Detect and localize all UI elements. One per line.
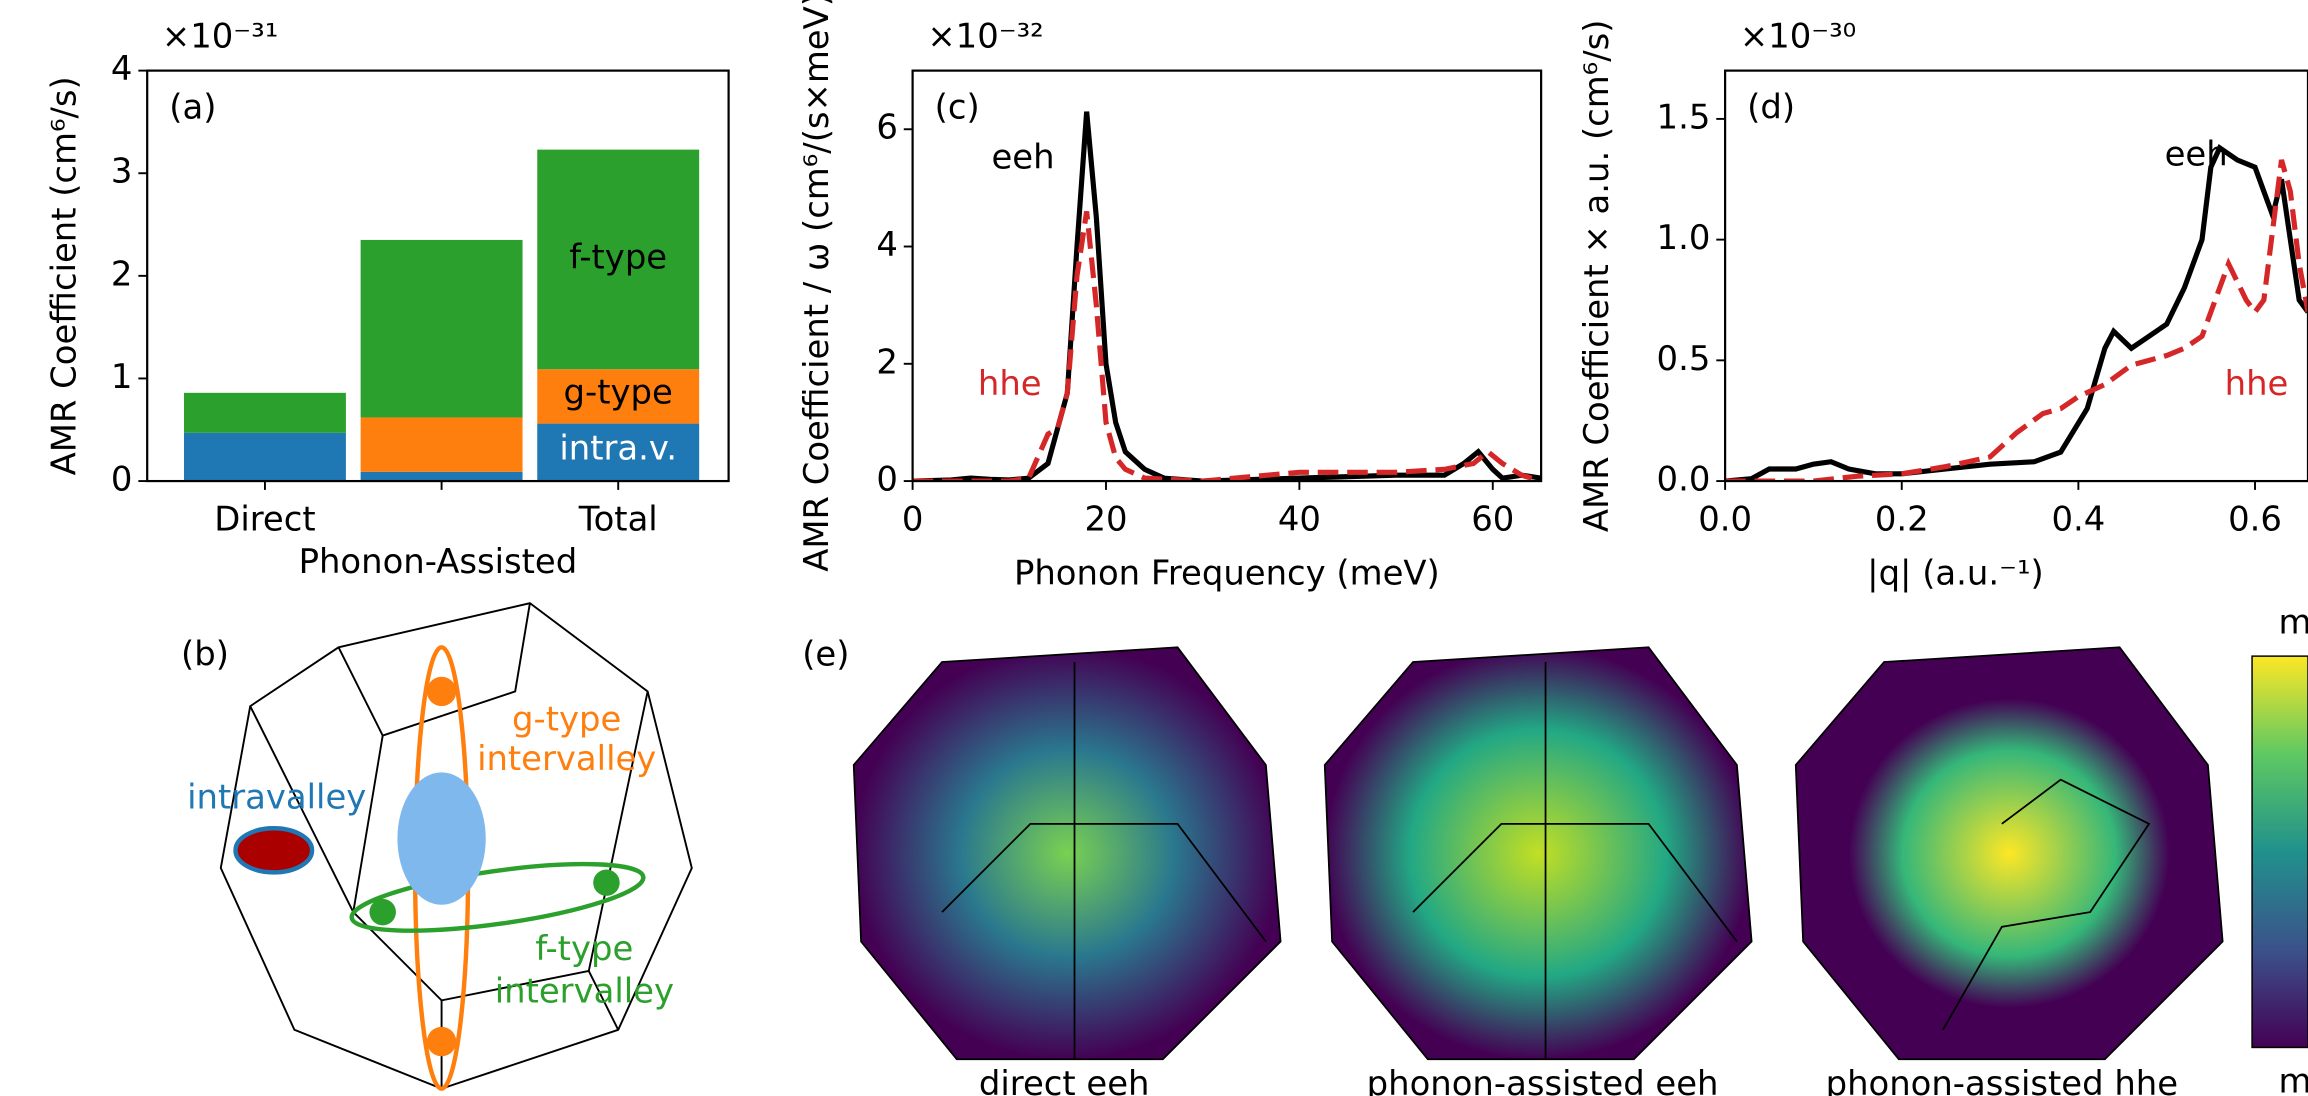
- gamma-pocket: [397, 772, 486, 905]
- y-tick-label: 0: [876, 460, 898, 499]
- caption: phonon-assisted hhe: [1826, 1064, 2178, 1096]
- f-type-label: f-type: [535, 929, 633, 968]
- g-type-label: intervalley: [477, 739, 656, 778]
- series-label: eeh: [2165, 134, 2228, 173]
- g-type-label: g-type: [512, 699, 621, 738]
- colorbar: [2251, 655, 2308, 1049]
- y-tick-label: 4: [876, 225, 898, 264]
- valley: [426, 676, 457, 707]
- y-axis-label: AMR Coefficient × a.u. (cm⁶/s): [1577, 20, 1616, 533]
- y-tick-label: 0.5: [1657, 339, 1711, 378]
- panel-label: (b): [181, 635, 229, 674]
- bar-segment: [537, 423, 700, 482]
- series-label: hhe: [978, 364, 1042, 403]
- multiplier: ×10⁻³⁰: [1740, 17, 1856, 56]
- x-tick-label: 0.4: [2051, 499, 2105, 538]
- x-tick-label: 0: [902, 499, 924, 538]
- plot-frame: [911, 69, 1543, 483]
- y-tick-label: 3: [111, 152, 133, 191]
- multiplier: ×10⁻³¹: [162, 17, 278, 56]
- fermi-surface-renders: [852, 646, 2224, 1061]
- intravalley-label: intravalley: [187, 777, 366, 816]
- bar-segment: [537, 149, 700, 370]
- y-axis-label: AMR Coefficient (cm⁶/s): [45, 76, 84, 475]
- line-series: [1725, 159, 2308, 482]
- multiplier: ×10⁻³²: [927, 17, 1043, 56]
- colorbar-label: m: [2279, 602, 2308, 641]
- bar-segment: [360, 417, 523, 472]
- x-tick-label: 40: [1278, 499, 1321, 538]
- bar-segment: [183, 432, 346, 482]
- y-tick-label: 2: [111, 254, 133, 293]
- x-tick-label: 0.0: [1698, 499, 1752, 538]
- x-tick-label: 20: [1084, 499, 1127, 538]
- valley: [369, 898, 396, 926]
- brillouin-zone: [219, 602, 693, 1090]
- x-axis-label: Phonon-Assisted: [299, 542, 578, 581]
- panel-label: (a): [169, 87, 216, 126]
- y-tick-label: 1.5: [1657, 97, 1711, 136]
- series-label: eeh: [991, 137, 1054, 176]
- bar-segment: [183, 392, 346, 433]
- f-type-ring: [349, 861, 646, 933]
- panel-label: (d): [1747, 87, 1795, 126]
- series-label: g-type: [564, 373, 673, 412]
- plot-frame: [146, 69, 730, 483]
- valley: [593, 869, 620, 896]
- f-type-label: intervalley: [495, 972, 674, 1011]
- x-tick-label: 60: [1471, 499, 1514, 538]
- line-series: [1725, 144, 2308, 482]
- x-tick-label: 0.6: [2228, 499, 2282, 538]
- y-axis-label: AMR Coefficient / ω (cm⁶/(s×meV)): [797, 0, 836, 572]
- series-label: f-type: [569, 237, 667, 276]
- bar-segment: [537, 369, 700, 424]
- series-label: hhe: [2225, 364, 2289, 403]
- y-tick-label: 4: [111, 49, 133, 88]
- bar-segment: [360, 239, 523, 418]
- line-series: [912, 210, 1542, 482]
- y-tick-label: 1.0: [1657, 218, 1711, 257]
- x-axis-label: Phonon Frequency (meV): [1014, 554, 1440, 593]
- caption: direct eeh: [979, 1064, 1150, 1096]
- valley: [426, 1026, 457, 1057]
- intravalley-ring: [233, 826, 315, 875]
- y-tick-label: 2: [876, 342, 898, 381]
- y-tick-label: 6: [876, 108, 898, 147]
- colorbar-label: m: [2279, 1061, 2308, 1096]
- y-tick-label: 0: [111, 460, 133, 499]
- plot-frame: [1724, 69, 2308, 483]
- x-axis-label: |q| (a.u.⁻¹): [1867, 554, 2044, 593]
- panel-label: (e): [802, 635, 849, 674]
- series-label: intra.v.: [559, 429, 677, 468]
- x-tick-label: 0.2: [1875, 499, 1929, 538]
- x-tick-label: Direct: [214, 499, 315, 538]
- caption: phonon-assisted eeh: [1367, 1064, 1719, 1096]
- bar-segment: [360, 471, 523, 482]
- y-tick-label: 1: [111, 357, 133, 396]
- panel-label: (c): [935, 87, 980, 126]
- x-tick-label: Total: [578, 499, 658, 538]
- y-tick-label: 0.0: [1657, 460, 1711, 499]
